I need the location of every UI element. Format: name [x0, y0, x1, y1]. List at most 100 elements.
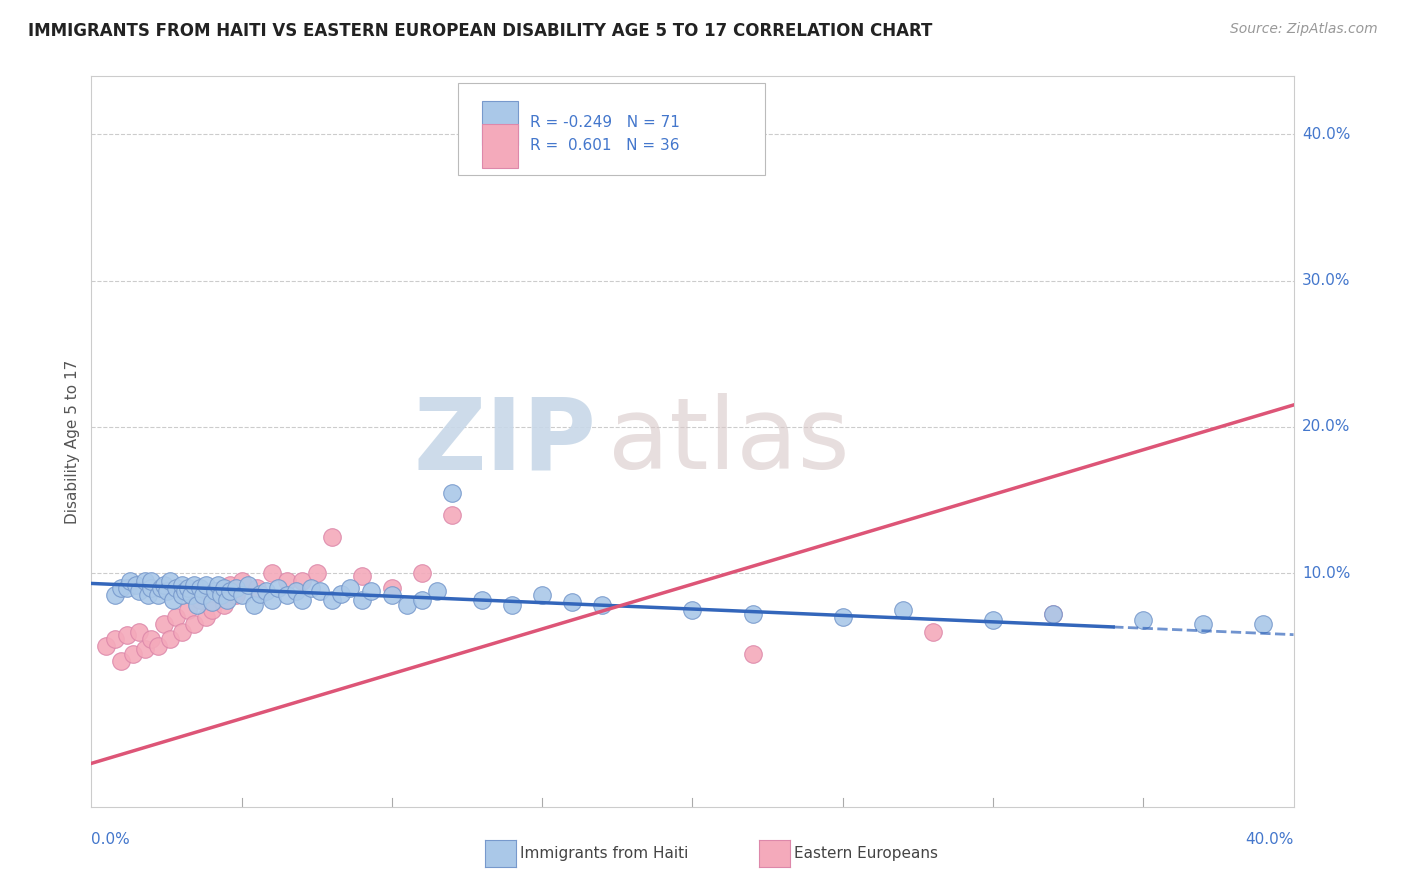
- Point: [186, 599, 208, 613]
- Point: [561, 595, 583, 609]
- Point: [194, 610, 217, 624]
- Text: R = -0.249   N = 71: R = -0.249 N = 71: [530, 115, 681, 130]
- Point: [1253, 617, 1275, 632]
- Point: [134, 574, 156, 588]
- FancyBboxPatch shape: [458, 83, 765, 175]
- Point: [360, 583, 382, 598]
- Text: Source: ZipAtlas.com: Source: ZipAtlas.com: [1230, 22, 1378, 37]
- Text: Eastern Europeans: Eastern Europeans: [794, 847, 938, 861]
- Point: [339, 581, 361, 595]
- Point: [291, 574, 314, 588]
- Point: [321, 592, 343, 607]
- Point: [308, 583, 330, 598]
- Point: [209, 588, 232, 602]
- Point: [246, 581, 269, 595]
- Point: [1192, 617, 1215, 632]
- Point: [249, 587, 271, 601]
- Point: [149, 581, 172, 595]
- Point: [170, 624, 193, 639]
- Point: [104, 632, 127, 646]
- Point: [165, 610, 187, 624]
- Point: [159, 574, 181, 588]
- Point: [471, 592, 494, 607]
- Text: 10.0%: 10.0%: [1302, 566, 1350, 581]
- Point: [204, 583, 226, 598]
- Point: [329, 587, 352, 601]
- Point: [242, 599, 264, 613]
- Point: [128, 583, 150, 598]
- Point: [231, 588, 253, 602]
- FancyBboxPatch shape: [482, 101, 519, 145]
- Point: [212, 581, 235, 595]
- Point: [159, 632, 181, 646]
- Point: [276, 588, 298, 602]
- Point: [138, 588, 160, 602]
- Point: [141, 581, 163, 595]
- Point: [1042, 607, 1064, 622]
- Point: [218, 578, 240, 592]
- Point: [922, 624, 945, 639]
- Point: [225, 581, 247, 595]
- Point: [350, 569, 373, 583]
- Point: [276, 574, 298, 588]
- Point: [165, 581, 187, 595]
- Point: [891, 603, 914, 617]
- Point: [207, 583, 229, 598]
- Point: [170, 588, 193, 602]
- Point: [104, 588, 127, 602]
- Point: [146, 588, 169, 602]
- Point: [110, 581, 132, 595]
- Point: [152, 617, 174, 632]
- Point: [183, 578, 205, 592]
- Text: atlas: atlas: [609, 393, 851, 490]
- Point: [1042, 607, 1064, 622]
- Point: [411, 566, 433, 581]
- Point: [299, 581, 322, 595]
- Point: [117, 627, 139, 641]
- Point: [350, 592, 373, 607]
- Point: [267, 581, 290, 595]
- Point: [117, 581, 139, 595]
- Text: IMMIGRANTS FROM HAITI VS EASTERN EUROPEAN DISABILITY AGE 5 TO 17 CORRELATION CHA: IMMIGRANTS FROM HAITI VS EASTERN EUROPEA…: [28, 22, 932, 40]
- Point: [176, 603, 198, 617]
- Point: [426, 583, 449, 598]
- Text: R =  0.601   N = 36: R = 0.601 N = 36: [530, 138, 679, 153]
- Point: [96, 640, 118, 654]
- Point: [831, 610, 853, 624]
- Point: [1132, 613, 1154, 627]
- Point: [321, 530, 343, 544]
- Point: [225, 588, 247, 602]
- Point: [134, 642, 156, 657]
- Point: [236, 578, 259, 592]
- Point: [180, 588, 202, 602]
- Point: [188, 581, 211, 595]
- Point: [260, 592, 283, 607]
- Point: [194, 578, 217, 592]
- Point: [201, 595, 224, 609]
- Point: [176, 581, 198, 595]
- Point: [152, 578, 174, 592]
- Point: [212, 599, 235, 613]
- Point: [191, 588, 214, 602]
- Text: 40.0%: 40.0%: [1246, 832, 1294, 847]
- Point: [741, 647, 763, 661]
- Text: 0.0%: 0.0%: [91, 832, 131, 847]
- Point: [201, 603, 224, 617]
- Point: [141, 632, 163, 646]
- Point: [231, 574, 253, 588]
- Point: [741, 607, 763, 622]
- Point: [146, 640, 169, 654]
- Y-axis label: Disability Age 5 to 17: Disability Age 5 to 17: [65, 359, 80, 524]
- Point: [381, 581, 404, 595]
- Point: [681, 603, 703, 617]
- Point: [254, 583, 277, 598]
- Point: [411, 592, 433, 607]
- Text: 30.0%: 30.0%: [1302, 273, 1350, 288]
- Text: 20.0%: 20.0%: [1302, 419, 1350, 434]
- Point: [173, 583, 195, 598]
- Point: [162, 592, 184, 607]
- Point: [305, 566, 328, 581]
- Point: [125, 578, 148, 592]
- Point: [207, 578, 229, 592]
- Point: [218, 583, 240, 598]
